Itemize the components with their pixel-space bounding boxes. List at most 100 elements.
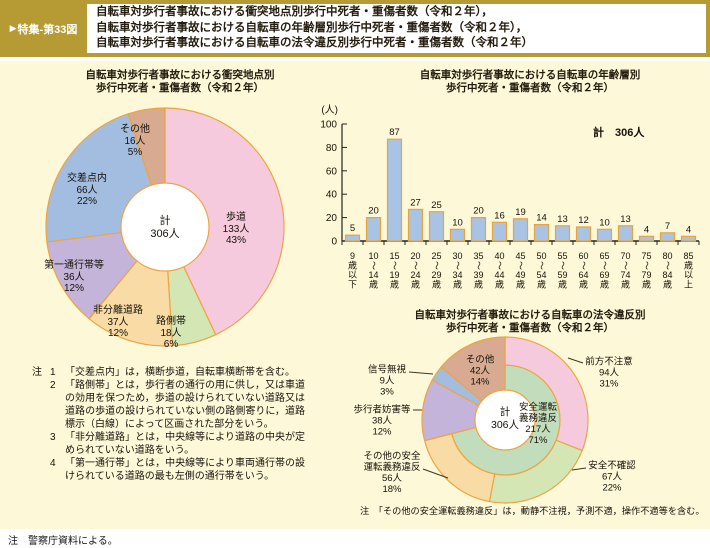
svg-text:歳: 歳 xyxy=(474,279,483,290)
svg-text:〜: 〜 xyxy=(495,261,505,270)
figure-title-line-1: 自転車対歩行者事故における衝突地点別歩行中死者・重傷者数（令和２年）， xyxy=(96,6,493,18)
svg-text:70: 70 xyxy=(620,251,630,261)
age-bar-value-4: 25 xyxy=(431,200,442,211)
svg-text:64: 64 xyxy=(578,270,588,280)
location-pie-slice-label-5: その他 16人 5% xyxy=(120,123,150,158)
svg-text:45: 45 xyxy=(515,251,525,261)
svg-text:65: 65 xyxy=(599,251,609,261)
note-number: 3 xyxy=(50,432,56,443)
svg-text:40: 40 xyxy=(494,251,504,261)
svg-text:歳: 歳 xyxy=(621,279,630,290)
svg-text:〜: 〜 xyxy=(390,261,400,270)
age-bar-value-2: 87 xyxy=(389,127,400,138)
figure-title-line-2: 自転車対歩行者事故における自転車の年齢層別歩行中死者・重傷者数（令和２年）， xyxy=(96,21,528,34)
svg-text:80: 80 xyxy=(662,251,672,261)
note-text: 「交差点内」は，横断歩道，自転車横断帯を含む。 xyxy=(65,367,295,378)
svg-text:34: 34 xyxy=(452,270,462,280)
age-bar-value-5: 10 xyxy=(452,217,463,228)
age-bar-12 xyxy=(596,228,613,242)
svg-text:44: 44 xyxy=(494,270,504,280)
violation-pie-slice-label-2: その他の安全 運転義務違反 56人 18% xyxy=(363,451,421,495)
svg-text:〜: 〜 xyxy=(621,261,631,270)
figure-title-box: 自転車対歩行者事故における衝突地点別歩行中死者・重傷者数（令和２年）， 自転車対… xyxy=(87,4,706,53)
figure-header: ▶ 特集-第33図 自転車対歩行者事故における衝突地点別歩行中死者・重傷者数（令和… xyxy=(0,0,710,57)
age-bar-category-8: 45〜49歳 xyxy=(515,251,525,290)
age-bar-14 xyxy=(638,235,655,242)
svg-text:85: 85 xyxy=(683,251,693,261)
violation-pie-chart xyxy=(408,336,589,504)
violation-pie-title-line-2: 歩行中死者・重傷者数（令和２年） xyxy=(446,321,614,334)
note-number: 1 xyxy=(50,367,56,378)
note-prefix xyxy=(32,431,50,457)
svg-text:歳: 歳 xyxy=(411,279,420,290)
svg-text:歳: 歳 xyxy=(369,279,378,290)
note-item-1: 注 1 「交差点内」は，横断歩道，自転車横断帯を含む。 xyxy=(32,366,332,379)
violation-pie-leader-4 xyxy=(408,371,434,375)
age-bar-2 xyxy=(386,138,403,242)
svg-text:24: 24 xyxy=(410,270,420,280)
note-prefix xyxy=(32,457,50,483)
svg-text:〜: 〜 xyxy=(474,261,484,270)
source-note: 注 警察庁資料による。 xyxy=(8,536,118,547)
svg-text:〜: 〜 xyxy=(432,261,442,270)
svg-text:歳: 歳 xyxy=(558,279,567,290)
svg-text:〜: 〜 xyxy=(453,261,463,270)
age-bar-5 xyxy=(449,228,466,242)
age-bar-category-3: 20〜24歳 xyxy=(410,251,420,290)
age-bar-category-4: 25〜29歳 xyxy=(431,251,441,290)
note-text: 「路側帯」とは，歩行者の通行の用に供し，又は車道の効用を保つため，歩道の設けられ… xyxy=(65,380,305,430)
svg-text:14: 14 xyxy=(368,270,378,280)
y-tick-label-0: 0 xyxy=(331,237,337,248)
age-bar-1 xyxy=(365,216,382,242)
age-bar-category-5: 30〜34歳 xyxy=(452,251,462,290)
svg-text:歳: 歳 xyxy=(684,260,693,271)
svg-text:歳: 歳 xyxy=(348,260,357,271)
arrow-icon: ▶ xyxy=(9,23,17,33)
figure-number-label: ▶ 特集-第33図 xyxy=(0,0,87,57)
svg-text:〜: 〜 xyxy=(516,261,526,270)
age-bar-category-15: 80〜84歳 xyxy=(662,251,672,290)
violation-pie-slice-label-1: 安全不確認 67人 22% xyxy=(588,460,636,494)
age-bar-value-13: 13 xyxy=(620,214,631,225)
svg-text:〜: 〜 xyxy=(411,261,421,270)
age-bar-value-11: 12 xyxy=(578,215,589,226)
svg-text:歳: 歳 xyxy=(600,279,609,290)
svg-text:〜: 〜 xyxy=(663,261,673,270)
age-bar-4 xyxy=(428,211,445,242)
violation-pie-leader-1 xyxy=(571,467,587,471)
location-pie-hole xyxy=(120,182,210,272)
violation-pie-title: 自転車対歩行者事故における自転車の法令違反別 歩行中死者・重傷者数（令和２年） xyxy=(365,309,695,334)
note-number: 4 xyxy=(50,458,56,469)
age-bar-value-10: 13 xyxy=(557,214,568,225)
violation-pie-leader-2 xyxy=(422,468,449,479)
svg-text:84: 84 xyxy=(662,270,672,280)
age-bar-8 xyxy=(512,218,529,242)
y-axis-unit: (人) xyxy=(321,104,338,116)
location-pie-slice-label-2: 非分離道路 37人 12% xyxy=(93,304,143,339)
age-bar-value-0: 5 xyxy=(350,223,355,234)
age-bar-value-16: 4 xyxy=(686,224,691,235)
age-bar-value-6: 20 xyxy=(473,206,484,217)
age-bar-category-9: 50〜54歳 xyxy=(536,251,546,290)
location-pie-total-label: 計 306人 xyxy=(150,215,180,240)
age-bar-16 xyxy=(680,235,697,242)
violation-pie-slice-3 xyxy=(421,379,506,442)
location-pie-slice-label-4: 交差点内 66人 22% xyxy=(67,172,107,207)
age-bar-category-2: 15〜19歳 xyxy=(389,251,399,290)
location-pie-slice-label-3: 第一通行帯等 36人 12% xyxy=(44,259,104,294)
note-number: 2 xyxy=(50,380,56,391)
note-item-3: 3 「非分離道路」とは，中央線等により道路の中央が定められていない道路をいう。 xyxy=(32,431,332,457)
svg-text:55: 55 xyxy=(557,251,567,261)
y-tick-label-3: 60 xyxy=(326,166,338,177)
age-bar-category-6: 35〜39歳 xyxy=(473,251,483,290)
svg-text:〜: 〜 xyxy=(642,261,652,270)
age-bar-category-14: 75〜79歳 xyxy=(641,251,651,290)
age-bar-value-12: 10 xyxy=(599,217,610,228)
y-tick-label-1: 20 xyxy=(326,213,338,224)
svg-text:25: 25 xyxy=(431,251,441,261)
age-bar-value-15: 7 xyxy=(665,221,670,232)
violation-pie-slice-label-5: その他 42人 14% xyxy=(465,354,495,388)
svg-text:75: 75 xyxy=(641,251,651,261)
svg-text:10: 10 xyxy=(368,251,378,261)
